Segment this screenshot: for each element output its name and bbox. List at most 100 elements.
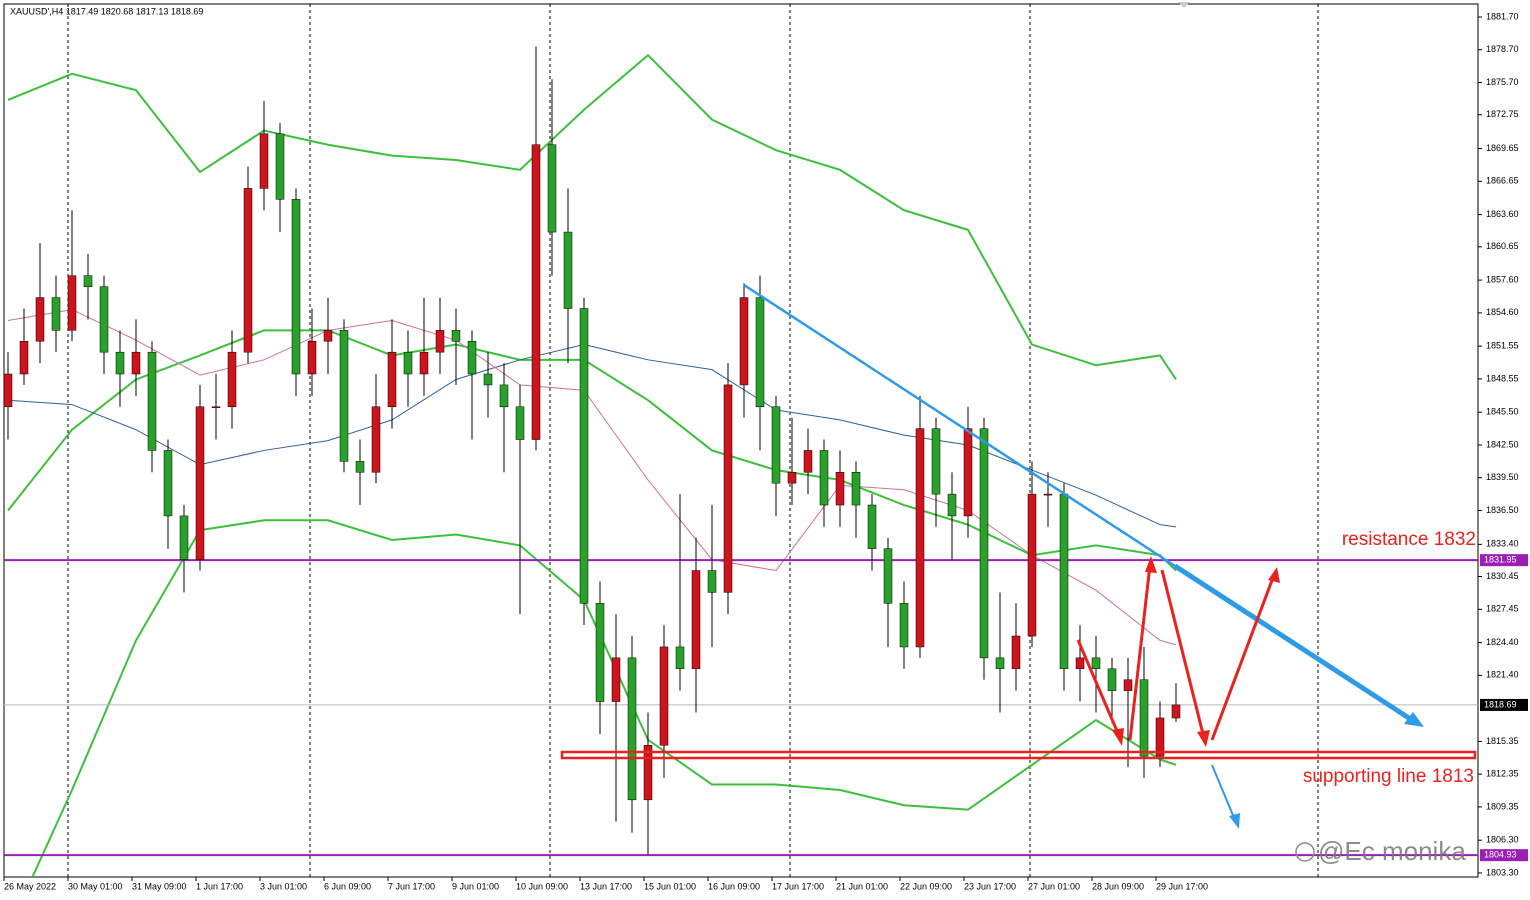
candle-body xyxy=(627,657,637,801)
candle-body xyxy=(531,144,541,440)
support-label: supporting line 1813 xyxy=(1303,766,1474,787)
candle-body xyxy=(1139,679,1149,757)
candle-body xyxy=(131,351,141,375)
candle-body xyxy=(275,133,285,200)
y-tick-label: 1878.70 xyxy=(1486,44,1519,54)
candle-body xyxy=(51,297,61,331)
y-tick-label: 1875.70 xyxy=(1486,77,1519,87)
candle-body xyxy=(387,351,397,408)
y-tick-label: 1809.35 xyxy=(1486,801,1519,811)
candle-body xyxy=(867,504,877,549)
x-tick-label: 13 Jun 17:00 xyxy=(580,881,632,891)
x-tick-label: 21 Jun 01:00 xyxy=(836,881,888,891)
x-tick-label: 28 Jun 09:00 xyxy=(1092,881,1144,891)
price-lines: 1831.95 1818.69 1804.93 xyxy=(4,554,1528,862)
candle-body xyxy=(947,493,957,517)
y-tick-label: 1869.65 xyxy=(1486,143,1519,153)
candle-body xyxy=(323,330,333,342)
candle-body xyxy=(691,570,701,670)
candle-body xyxy=(227,351,237,408)
candle-body xyxy=(483,373,493,386)
header: XAUUSD',H4 1817.49 1820.68 1817.13 1818.… xyxy=(10,6,203,16)
y-tick-label: 1812.35 xyxy=(1486,769,1519,779)
x-tick-label: 27 Jun 01:00 xyxy=(1028,881,1080,891)
x-tick-label: 16 Jun 09:00 xyxy=(708,881,760,891)
candle-body xyxy=(563,231,573,309)
x-tick-label: 22 Jun 09:00 xyxy=(900,881,952,891)
candle-body xyxy=(643,744,653,801)
candle-body xyxy=(915,428,925,648)
y-tick-label: 1821.40 xyxy=(1486,670,1519,680)
y-tick-label: 1860.65 xyxy=(1486,241,1519,251)
candle-body xyxy=(3,373,13,408)
candle-body xyxy=(1027,493,1037,637)
indicator-line xyxy=(7,53,1177,381)
x-tick-label: 29 Jun 17:00 xyxy=(1156,881,1208,891)
candle-body xyxy=(787,472,797,484)
candle-body xyxy=(547,144,557,233)
x-tick-label: 6 Jun 09:00 xyxy=(324,881,371,891)
y-tick-label: 1836.50 xyxy=(1486,505,1519,515)
y-tick-label: 1845.50 xyxy=(1486,407,1519,417)
y-tick-label: 1833.40 xyxy=(1486,539,1519,549)
candle-body xyxy=(1011,635,1021,670)
candle-body xyxy=(451,330,461,342)
candle-body xyxy=(307,341,317,375)
candle-body xyxy=(291,199,301,375)
candle-body xyxy=(979,428,989,659)
candle-body xyxy=(355,461,365,473)
x-tick-label: 15 Jun 01:00 xyxy=(644,881,696,891)
y-tick-label: 1866.65 xyxy=(1486,176,1519,186)
candle-body xyxy=(19,341,29,375)
candle-body xyxy=(851,472,861,506)
drawings xyxy=(560,2,1477,829)
candle-body xyxy=(1059,493,1069,670)
price-tag-label: 1818.69 xyxy=(1484,699,1517,709)
y-tick-label: 1842.50 xyxy=(1486,439,1519,449)
price-tag-label: 1804.93 xyxy=(1484,850,1517,860)
y-tick-label: 1827.45 xyxy=(1486,604,1519,614)
x-tick-label: 31 May 09:00 xyxy=(132,881,187,891)
x-tick-label: 26 May 2022 xyxy=(4,881,56,891)
candle-body xyxy=(339,330,349,462)
candle-body xyxy=(499,384,509,408)
candle-body xyxy=(771,406,781,484)
y-tick-label: 1851.55 xyxy=(1486,341,1519,351)
candle-body xyxy=(995,657,1005,670)
day-separators xyxy=(67,4,1319,877)
price-tag xyxy=(1480,849,1528,862)
candle-body xyxy=(707,570,717,593)
candle-body xyxy=(819,450,829,506)
candle-body xyxy=(675,646,685,670)
x-tick-label: 23 Jun 17:00 xyxy=(964,881,1016,891)
y-tick-label: 1854.60 xyxy=(1486,307,1519,317)
x-tick-label: 1 Jun 17:00 xyxy=(196,881,243,891)
candle-body xyxy=(1075,657,1085,670)
candle-body xyxy=(755,297,765,408)
x-tick-label: 17 Jun 17:00 xyxy=(772,881,824,891)
y-tick-label: 1872.75 xyxy=(1486,109,1519,119)
y-tick-label: 1857.60 xyxy=(1486,274,1519,284)
x-tick-label: 7 Jun 17:00 xyxy=(388,881,435,891)
x-tick-label: 10 Jun 09:00 xyxy=(516,881,568,891)
candles xyxy=(3,46,1181,855)
candle-body xyxy=(595,603,605,702)
candle-body xyxy=(371,406,381,473)
candle-body xyxy=(659,646,669,746)
watermark-icon xyxy=(1295,842,1315,862)
candle-body xyxy=(467,341,477,375)
candle-body xyxy=(243,188,253,353)
plot-frame xyxy=(3,3,1479,878)
candle-body xyxy=(35,297,45,342)
candle-body xyxy=(1155,717,1165,757)
y-tick-label: 1824.40 xyxy=(1486,637,1519,647)
candle-body xyxy=(835,472,845,506)
candle-body xyxy=(195,406,205,560)
price-tag xyxy=(1480,698,1528,711)
y-tick-label: 1839.50 xyxy=(1486,472,1519,482)
x-tick-label: 30 May 01:00 xyxy=(68,881,123,891)
indicator-line xyxy=(7,309,1177,646)
y-tick-label: 1803.30 xyxy=(1486,867,1519,877)
y-tick-label: 1815.35 xyxy=(1486,736,1519,746)
